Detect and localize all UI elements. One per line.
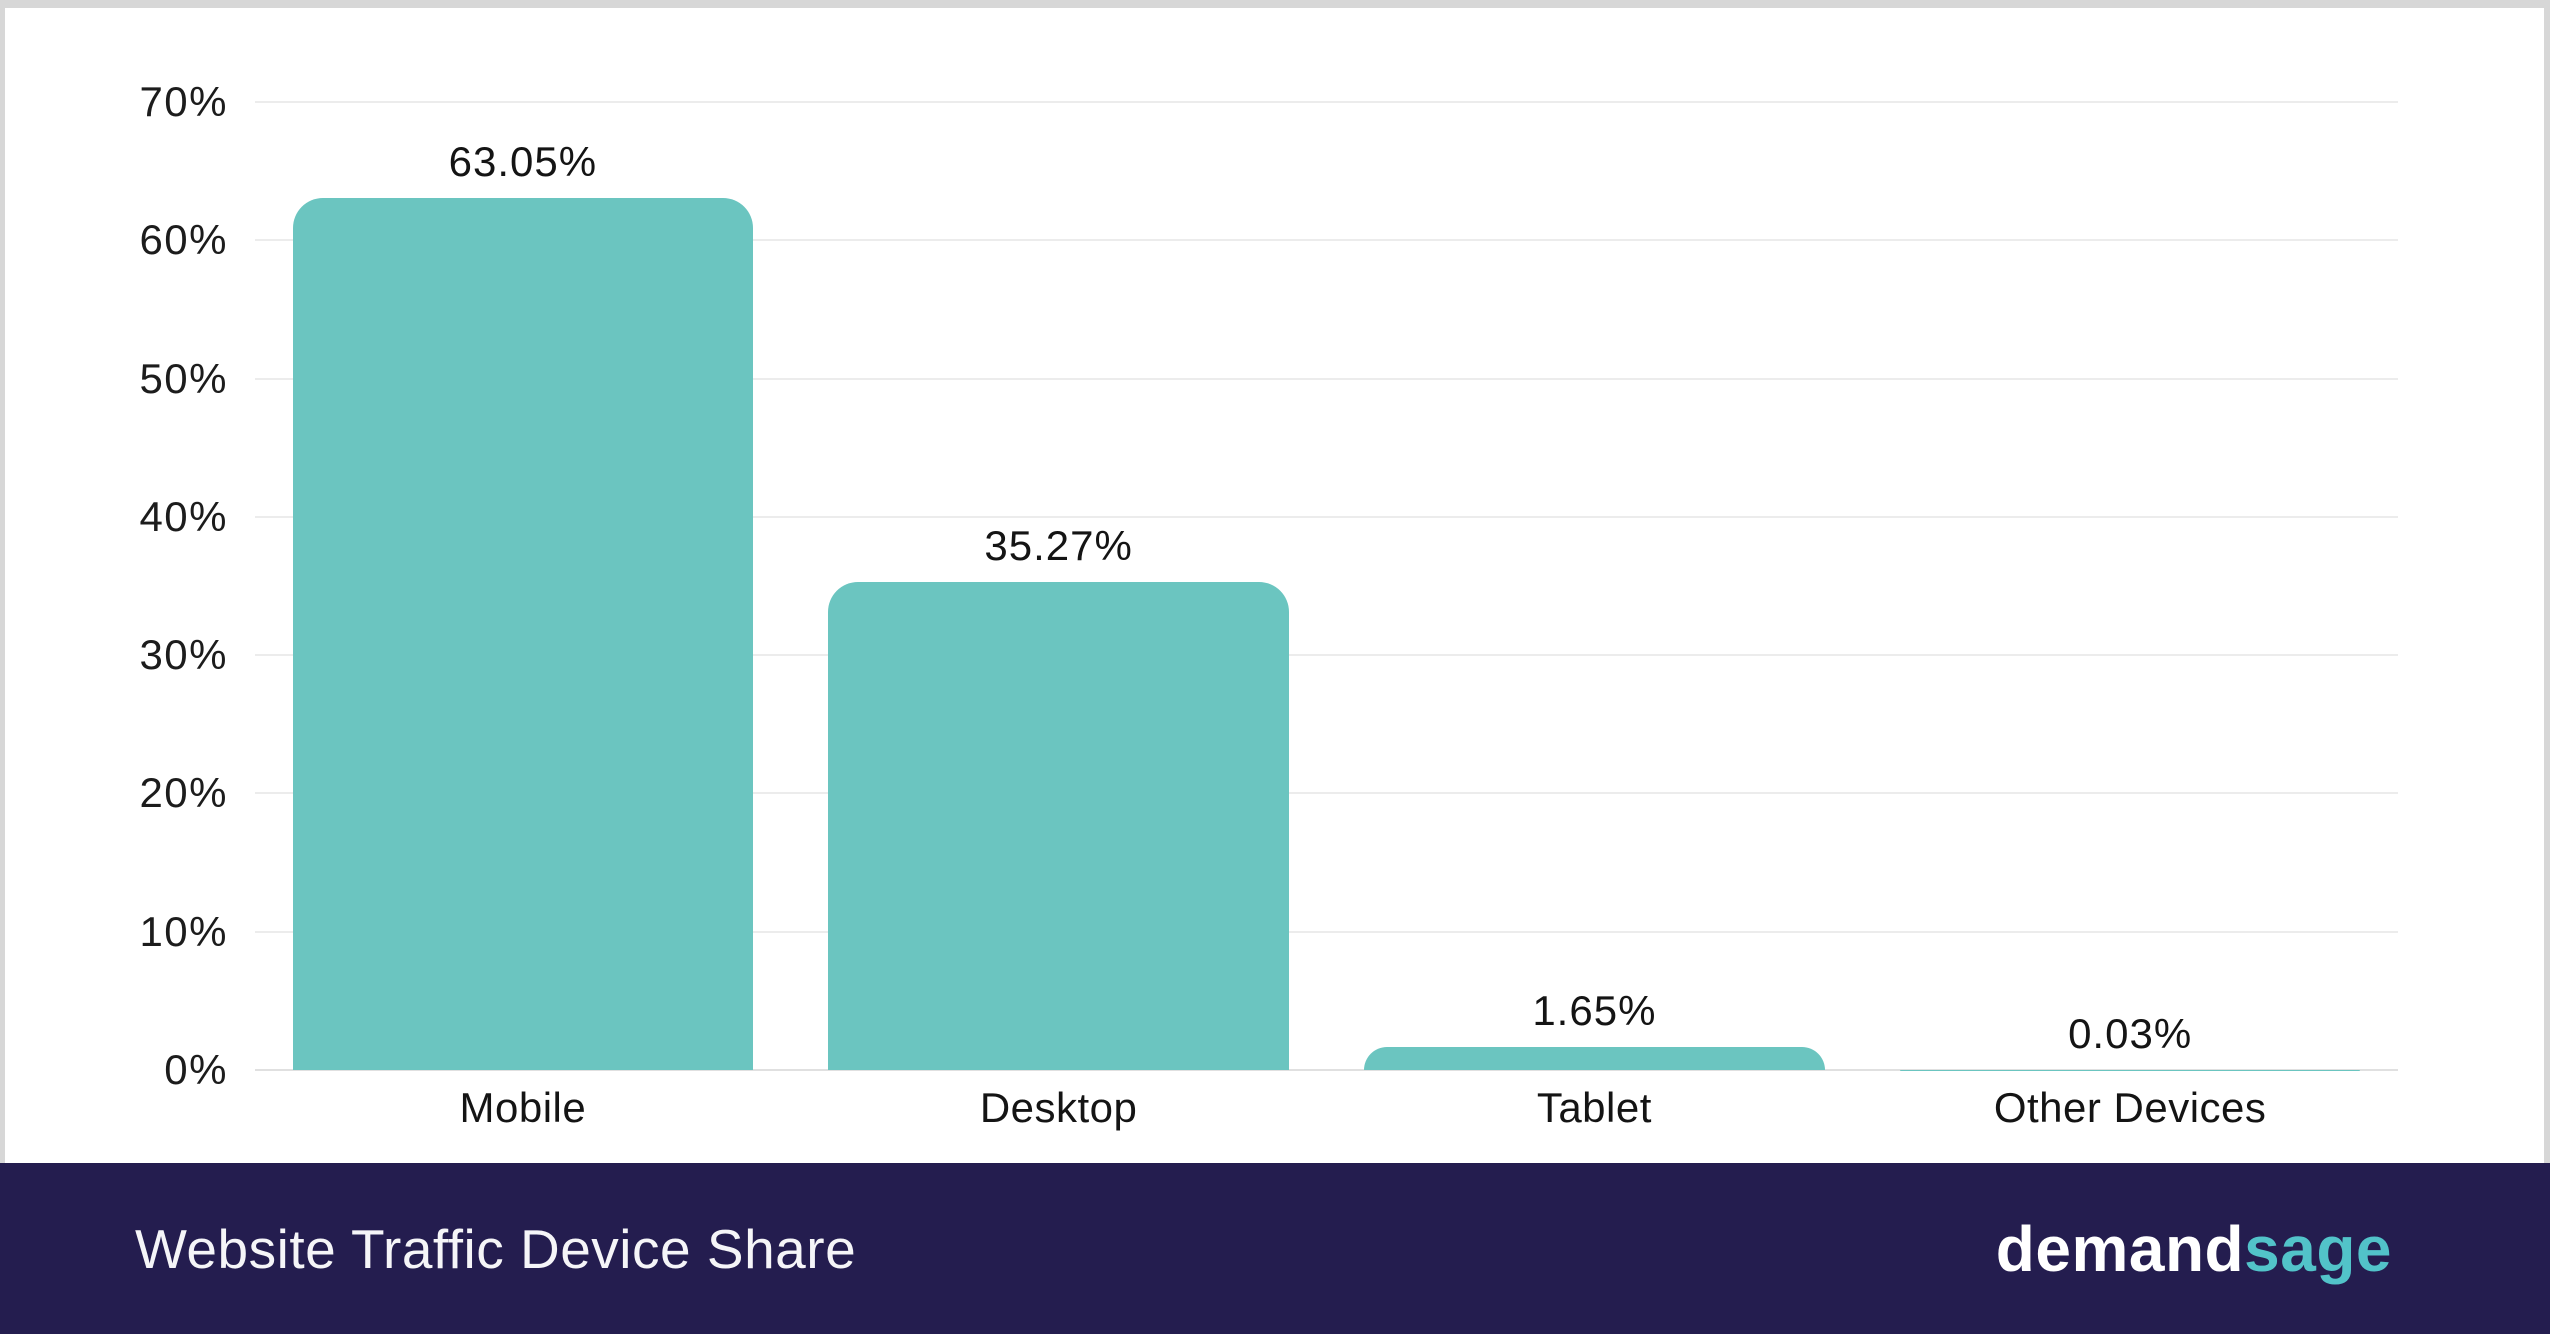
x-axis-label-tablet: Tablet (1536, 1084, 1652, 1131)
bar-tablet (1364, 1047, 1825, 1070)
bar-mobile (292, 198, 754, 1070)
frame-border-right (2544, 8, 2550, 1163)
gridline-0% (255, 1069, 2398, 1071)
bar-value-mobile: 63.05% (448, 138, 598, 186)
gridline-70% (255, 101, 2398, 103)
logo-text-demand: demand (1995, 1212, 2245, 1285)
frame-border-left (0, 8, 5, 1163)
y-axis-tick-70%: 70% (139, 78, 228, 125)
y-axis-tick-60%: 60% (139, 216, 228, 264)
y-axis-tick-10%: 10% (139, 907, 228, 955)
gridline-10% (255, 930, 2398, 933)
bar-desktop (828, 582, 1289, 1070)
bar-value-other-devices: 0.03% (2068, 1009, 2193, 1057)
demandsage-logo: demandsage (1996, 1212, 2392, 1286)
x-axis-label-mobile: Mobile (459, 1084, 587, 1131)
gridline-50% (255, 377, 2398, 380)
bar-value-desktop: 35.27% (984, 522, 1133, 570)
bar-chart: 0% 10% 20% 30% 40% 50% 60% 70% 63.05% Mobile 35.27… (139, 78, 2398, 1131)
x-axis-label-desktop: Desktop (979, 1084, 1138, 1131)
y-axis-tick-20%: 20% (139, 769, 228, 817)
gridline-30% (255, 654, 2398, 657)
logo-text-sage: sage (2244, 1212, 2392, 1285)
gridline-20% (255, 792, 2398, 795)
y-axis-tick-0%: 0% (164, 1046, 228, 1093)
gridline-60% (255, 239, 2398, 242)
y-axis-tick-40%: 40% (139, 492, 228, 540)
chart-title: Website Traffic Device Share (135, 1217, 857, 1280)
y-axis-tick-30%: 30% (139, 631, 228, 679)
frame-border-top (0, 0, 2550, 8)
x-axis-label-other-devices: Other Devices (1993, 1084, 2267, 1131)
gridline-40% (255, 515, 2398, 518)
footer-banner: Website Traffic Device Share demandsage (0, 1163, 2550, 1334)
bar-value-tablet: 1.65% (1532, 987, 1657, 1035)
y-axis-tick-50%: 50% (139, 354, 228, 402)
